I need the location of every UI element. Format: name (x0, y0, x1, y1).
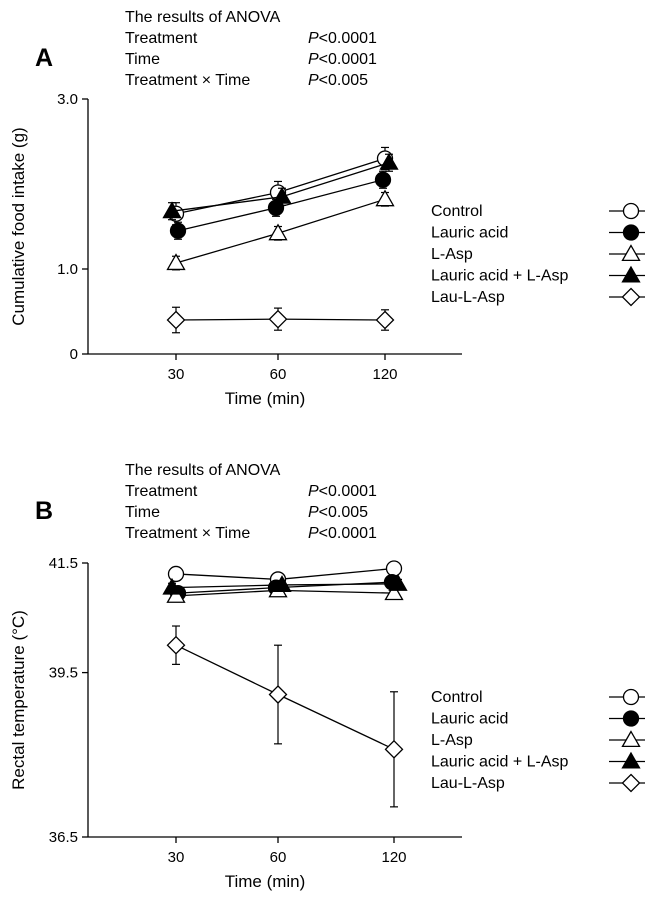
y-axis-label: Rectal temperature (°C) (9, 610, 28, 790)
data-point (377, 191, 394, 206)
data-point (270, 686, 287, 703)
legend-marker (623, 267, 640, 282)
y-axis-label: Cumulative food intake (g) (9, 127, 28, 325)
x-tick-label: 120 (372, 366, 397, 383)
data-point (169, 566, 184, 581)
legend-label: Lauric acid + L-Asp (431, 268, 569, 285)
legend-label: Lauric acid (431, 225, 508, 242)
data-point (168, 312, 185, 329)
legend-marker (624, 711, 639, 726)
x-tick-label: 30 (168, 366, 185, 383)
data-point (387, 561, 402, 576)
chart-panel-b: The results of ANOVA Treatment P<0.0001 Tim… (9, 462, 645, 891)
x-tick-label: 30 (168, 849, 185, 866)
legend: Control Lauric acid L-Asp Lauric acid + L-A… (431, 689, 645, 792)
data-point (386, 741, 403, 758)
anova-p-value: P<0.0001 (308, 51, 377, 68)
data-point (377, 312, 394, 329)
data-point (270, 225, 287, 240)
panel-letter: A (35, 44, 53, 72)
anova-term: Time (125, 504, 160, 521)
anova-term: Treatment × Time (125, 525, 250, 542)
legend-marker (623, 732, 640, 747)
y-tick-label: 41.5 (49, 555, 78, 572)
anova-heading: The results of ANOVA (125, 462, 281, 479)
anova-p-value: P<0.0001 (308, 483, 377, 500)
anova-term: Treatment (125, 30, 198, 47)
anova-term: Time (125, 51, 160, 68)
x-tick-label: 60 (270, 849, 287, 866)
legend-label: Lauric acid + L-Asp (431, 754, 569, 771)
legend-marker (624, 204, 639, 219)
x-tick-label: 120 (381, 849, 406, 866)
anova-p-value: P<0.005 (308, 504, 368, 521)
y-tick-label: 0 (70, 346, 78, 363)
anova-term: Treatment (125, 483, 198, 500)
anova-p-value: P<0.005 (308, 72, 368, 89)
series-lau-l-asp (168, 307, 394, 333)
chart-panel-a: The results of ANOVA Treatment P<0.0001 Tim… (9, 9, 645, 408)
x-tick-label: 60 (270, 366, 287, 383)
data-point (171, 223, 186, 238)
data-point (376, 172, 391, 187)
x-axis-label: Time (min) (225, 389, 306, 408)
anova-p-value: P<0.0001 (308, 525, 377, 542)
anova-summary: The results of ANOVA Treatment P<0.0001 Tim… (125, 462, 377, 542)
data-point (270, 311, 287, 328)
legend-label: Lau-L-Asp (431, 289, 505, 306)
legend-label: Control (431, 203, 483, 220)
legend-label: L-Asp (431, 732, 473, 749)
legend-marker (623, 289, 640, 306)
anova-heading: The results of ANOVA (125, 9, 281, 26)
legend-marker (624, 225, 639, 240)
anova-p-value: P<0.0001 (308, 30, 377, 47)
anova-summary: The results of ANOVA Treatment P<0.0001 Tim… (125, 9, 377, 89)
y-tick-label: 39.5 (49, 665, 78, 682)
y-tick-label: 3.0 (57, 91, 78, 108)
data-point (168, 637, 185, 654)
panel-letter: B (35, 497, 53, 525)
legend: Control Lauric acid L-Asp Lauric acid + L-A… (431, 203, 645, 306)
legend-marker (623, 753, 640, 768)
legend-label: Control (431, 689, 483, 706)
series-lau-l-asp (168, 626, 403, 807)
y-tick-label: 1.0 (57, 261, 78, 278)
legend-label: Lau-L-Asp (431, 775, 505, 792)
x-axis-label: Time (min) (225, 872, 306, 891)
legend-marker (624, 690, 639, 705)
legend-marker (623, 775, 640, 792)
legend-label: Lauric acid (431, 711, 508, 728)
series-line (176, 645, 394, 749)
y-tick-label: 36.5 (49, 829, 78, 846)
legend-marker (623, 246, 640, 261)
anova-term: Treatment × Time (125, 72, 250, 89)
legend-label: L-Asp (431, 246, 473, 263)
